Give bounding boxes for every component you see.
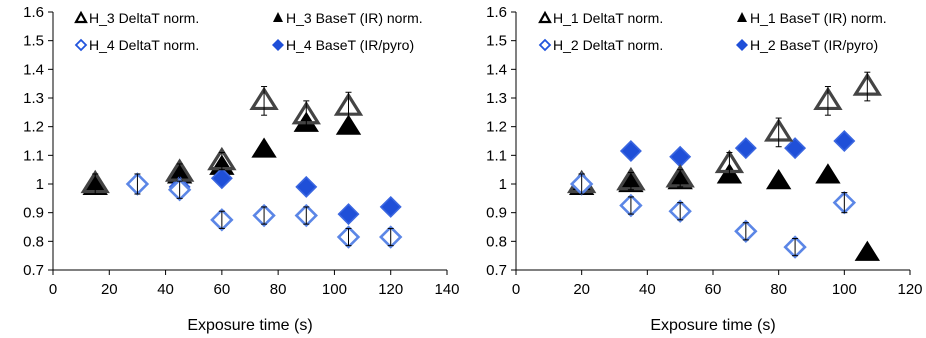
- data-point-triangle-filled: [854, 240, 881, 261]
- y-tick-label: 1.1: [486, 147, 507, 164]
- y-tick-label: 1.3: [23, 90, 44, 107]
- legend-label: H_2 BaseT (IR/pyro): [750, 37, 878, 53]
- x-tick-label: 0: [512, 281, 520, 298]
- data-point-diamond-filled: [784, 137, 807, 160]
- data-point-diamond-filled: [337, 203, 360, 226]
- data-point-diamond-filled: [379, 195, 402, 218]
- legend-marker-diamond-filled: [736, 39, 748, 51]
- x-tick-label: 60: [214, 281, 231, 298]
- legend-marker-diamond-filled: [272, 39, 284, 51]
- x-tick-label: 100: [832, 281, 857, 298]
- x-tick-label: 40: [157, 281, 174, 298]
- chart-right: 0.7 0.8 0.9 1 1.1 1.2 1.3 1.4 1.5 1.6 0 20 40 60 80 100…: [486, 4, 922, 334]
- legend-label: H_3 BaseT (IR) norm.: [286, 10, 423, 26]
- y-tick-label: 0.7: [486, 262, 507, 279]
- y-tick-label: 1: [36, 176, 44, 193]
- y-tick-label: 0.8: [23, 233, 44, 250]
- y-tick-label: 1.2: [486, 119, 507, 136]
- legend-label: H_2 DeltaT norm.: [553, 37, 663, 53]
- legend-marker-triangle-open: [74, 10, 88, 24]
- legend-label: H_1 BaseT (IR) norm.: [750, 10, 887, 26]
- y-tick-label: 1.6: [486, 4, 507, 21]
- legend-label: H_4 DeltaT norm.: [89, 37, 199, 53]
- x-tick-label: 20: [101, 281, 118, 298]
- y-tick-label: 1.5: [486, 33, 507, 50]
- data-point-triangle-filled: [765, 169, 792, 190]
- y-tick-label: 1.2: [23, 119, 44, 136]
- x-tick-label: 80: [270, 281, 287, 298]
- y-tick-label: 1.6: [23, 4, 44, 21]
- data-point-triangle-filled: [335, 114, 362, 135]
- y-tick-label: 0.7: [23, 262, 44, 279]
- data-point-diamond-filled: [619, 140, 642, 163]
- legend-marker-triangle-filled: [737, 12, 747, 22]
- y-tick-label: 1.5: [23, 33, 44, 50]
- data-point-diamond-filled: [669, 145, 692, 168]
- x-axis-label: Exposure time (s): [650, 317, 775, 334]
- data-point-diamond-filled: [833, 130, 856, 152]
- legend-marker-diamond-open: [538, 38, 552, 52]
- x-tick-label: 0: [49, 281, 57, 298]
- legend-label: H_4 BaseT (IR/pyro): [286, 37, 414, 53]
- y-tick-label: 0.9: [486, 205, 507, 222]
- data-point-diamond-filled: [734, 137, 757, 160]
- legend-label: H_1 DeltaT norm.: [553, 10, 663, 26]
- data-point-triangle-filled: [815, 163, 841, 184]
- legend-marker-diamond-open: [74, 38, 88, 52]
- x-tick-label: 120: [378, 281, 403, 298]
- data-point-diamond-filled: [295, 175, 318, 198]
- x-tick-label: 80: [770, 281, 787, 298]
- x-axis-label: Exposure time (s): [187, 317, 312, 334]
- x-tick-label: 140: [434, 281, 459, 298]
- chart-left: 0.7 0.8 0.9 1 1.1 1.2 1.3 1.4 1.5 1.6 0 20 40 60 80 100…: [23, 4, 459, 334]
- legend-marker-triangle-filled: [273, 12, 283, 22]
- data-point-triangle-filled: [251, 137, 277, 158]
- y-tick-label: 1: [499, 176, 507, 193]
- x-tick-label: 40: [639, 281, 656, 298]
- y-tick-label: 0.9: [23, 205, 44, 222]
- y-tick-label: 1.1: [23, 147, 44, 164]
- x-tick-label: 120: [897, 281, 922, 298]
- y-tick-label: 1.4: [23, 61, 44, 78]
- x-tick-label: 100: [322, 281, 347, 298]
- y-tick-label: 1.3: [486, 90, 507, 107]
- x-tick-label: 60: [705, 281, 722, 298]
- y-tick-label: 1.4: [486, 61, 507, 78]
- legend-marker-triangle-open: [538, 10, 552, 24]
- x-tick-label: 20: [573, 281, 590, 298]
- data-point-diamond-filled: [210, 167, 233, 190]
- legend-label: H_3 DeltaT norm.: [89, 10, 199, 26]
- y-tick-label: 0.8: [486, 233, 507, 250]
